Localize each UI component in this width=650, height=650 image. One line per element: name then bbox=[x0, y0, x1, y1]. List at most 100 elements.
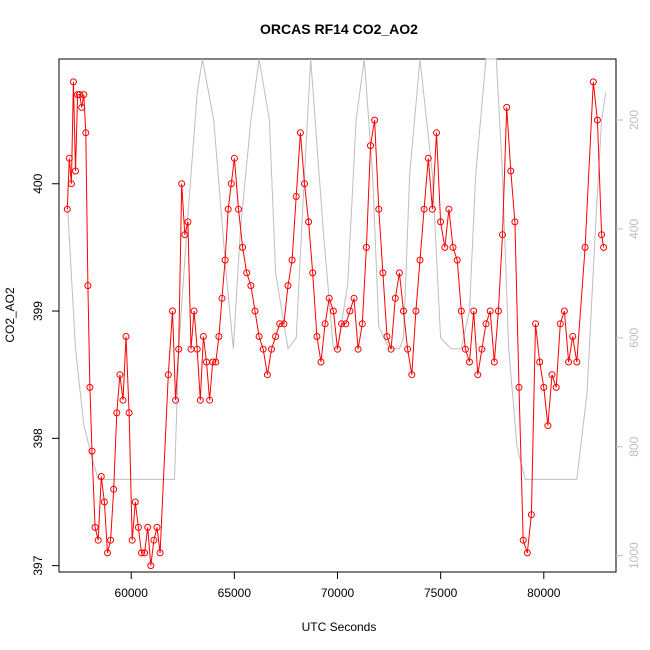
data-point bbox=[292, 193, 300, 200]
data-point bbox=[400, 307, 407, 315]
data-point bbox=[268, 345, 275, 353]
data-point bbox=[544, 422, 552, 430]
data-point bbox=[321, 320, 329, 328]
grey-series-line bbox=[66, 58, 607, 480]
data-point bbox=[371, 116, 379, 124]
data-point bbox=[573, 358, 581, 366]
data-point bbox=[600, 243, 608, 251]
data-point bbox=[428, 205, 436, 213]
data-point bbox=[301, 180, 308, 188]
y-tick-label: 400 bbox=[31, 173, 45, 193]
data-point bbox=[383, 333, 391, 340]
data-point bbox=[128, 536, 136, 544]
x-tick-label: 80000 bbox=[527, 586, 561, 600]
data-point bbox=[84, 282, 92, 290]
data-point bbox=[552, 383, 560, 391]
data-point bbox=[209, 358, 217, 366]
y2-tick-label: 800 bbox=[627, 436, 641, 456]
y-tick-label: 398 bbox=[31, 428, 45, 448]
data-point bbox=[280, 320, 288, 328]
data-point bbox=[94, 536, 102, 544]
data-point bbox=[196, 396, 204, 404]
data-point bbox=[230, 154, 238, 162]
data-point bbox=[358, 320, 366, 328]
data-point bbox=[288, 256, 296, 264]
x-tick-label: 60000 bbox=[115, 586, 149, 600]
data-point bbox=[138, 549, 145, 557]
data-point bbox=[97, 473, 105, 480]
data-point bbox=[206, 396, 214, 404]
data-point bbox=[263, 371, 271, 379]
data-point bbox=[78, 103, 86, 111]
data-point bbox=[69, 78, 77, 86]
data-point bbox=[131, 498, 139, 506]
data-point bbox=[221, 256, 229, 264]
data-point bbox=[581, 243, 589, 251]
data-point bbox=[466, 358, 473, 366]
data-point bbox=[470, 307, 478, 315]
data-point bbox=[346, 307, 354, 315]
data-point bbox=[461, 345, 469, 353]
data-point bbox=[420, 205, 428, 213]
data-point bbox=[395, 269, 403, 277]
data-point bbox=[416, 256, 424, 264]
data-point bbox=[309, 269, 317, 277]
data-point bbox=[408, 371, 416, 379]
data-point bbox=[486, 307, 494, 315]
data-point bbox=[259, 345, 267, 353]
y2-tick-label: 200 bbox=[627, 110, 641, 130]
data-point bbox=[598, 231, 606, 239]
data-point bbox=[153, 523, 161, 531]
y-axis-right: 200 400 600 800 1000 bbox=[616, 110, 641, 569]
data-point bbox=[181, 231, 189, 239]
y2-tick-label: 400 bbox=[627, 219, 641, 239]
data-point bbox=[243, 269, 251, 277]
data-point bbox=[589, 78, 597, 86]
data-point bbox=[239, 243, 247, 251]
data-point bbox=[499, 231, 506, 239]
data-point bbox=[367, 142, 374, 150]
data-point bbox=[441, 243, 449, 251]
data-point bbox=[404, 345, 412, 353]
data-point bbox=[178, 180, 186, 188]
data-point bbox=[156, 549, 164, 557]
data-point bbox=[141, 549, 149, 557]
data-point bbox=[548, 371, 556, 379]
data-point bbox=[317, 358, 325, 366]
data-point bbox=[536, 358, 544, 366]
data-point bbox=[474, 371, 482, 379]
series-red-line bbox=[63, 78, 608, 570]
data-point bbox=[478, 345, 486, 353]
data-point bbox=[329, 307, 337, 315]
data-point bbox=[515, 383, 523, 391]
data-point bbox=[342, 320, 350, 328]
data-point bbox=[199, 333, 207, 340]
data-point bbox=[150, 536, 158, 544]
y-tick-label: 397 bbox=[31, 555, 45, 575]
data-point bbox=[91, 523, 99, 531]
data-point bbox=[482, 320, 490, 328]
data-point bbox=[540, 383, 548, 391]
data-point bbox=[445, 205, 453, 213]
data-point bbox=[296, 129, 304, 137]
data-point bbox=[227, 180, 235, 188]
x-axis-label: UTC Seconds bbox=[302, 620, 377, 634]
data-point bbox=[412, 307, 420, 315]
data-point bbox=[184, 218, 192, 226]
data-point bbox=[490, 358, 498, 366]
data-point bbox=[147, 562, 155, 570]
data-point bbox=[175, 345, 183, 353]
data-point bbox=[433, 129, 440, 137]
data-point bbox=[218, 294, 226, 302]
data-point bbox=[86, 383, 94, 391]
data-point bbox=[532, 320, 539, 328]
data-point bbox=[391, 294, 399, 302]
data-point bbox=[235, 205, 242, 213]
y-tick-label: 399 bbox=[31, 301, 45, 321]
data-point bbox=[104, 549, 111, 557]
data-point bbox=[593, 116, 601, 124]
data-point bbox=[119, 396, 127, 404]
data-point bbox=[565, 358, 573, 366]
data-point bbox=[556, 320, 564, 328]
